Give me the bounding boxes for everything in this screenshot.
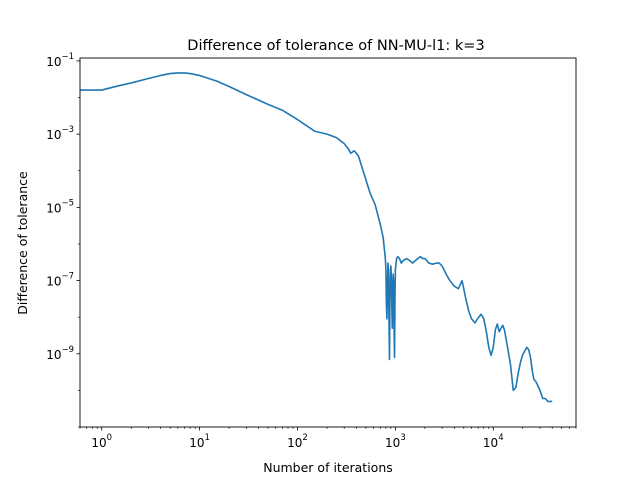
- x-axis-label: Number of iterations: [263, 460, 393, 475]
- x-tick-label: 103: [385, 433, 406, 450]
- x-tick-label: 102: [287, 433, 308, 450]
- series-line: [80, 72, 553, 403]
- y-axis-label: Difference of tolerance: [15, 171, 30, 315]
- y-tick-label: 10−5: [46, 198, 74, 215]
- x-tick-label: 101: [189, 433, 210, 450]
- x-tick-label: 104: [483, 433, 504, 450]
- y-tick-label: 10−7: [46, 272, 74, 289]
- y-tick-label: 10−3: [46, 125, 74, 142]
- major-ticks: [76, 60, 494, 431]
- x-tick-label: 100: [91, 433, 112, 450]
- y-tick-label: 10−1: [46, 52, 74, 69]
- chart-title: Difference of tolerance of NN-MU-l1: k=3: [187, 38, 484, 54]
- tick-labels: 100 101 102 103 104 10−1 10−3 10−5 10−7 10−9: [46, 52, 503, 450]
- y-tick-label: 10−9: [46, 345, 74, 362]
- plot-frame: [79, 57, 577, 428]
